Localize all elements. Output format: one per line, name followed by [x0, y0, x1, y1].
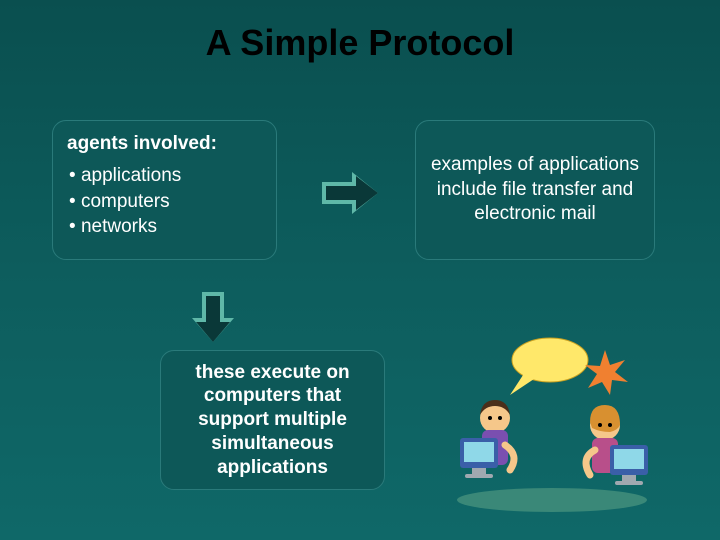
arrow-down-icon — [190, 290, 236, 346]
agents-heading: agents involved: — [67, 133, 262, 155]
execute-box: these execute on computers that support … — [160, 350, 385, 490]
list-item: applications — [69, 163, 262, 189]
agents-list: applications computers networks — [67, 163, 262, 240]
agents-box: agents involved: applications computers … — [52, 120, 277, 260]
examples-text: examples of applications include file tr… — [430, 153, 640, 227]
list-item: networks — [69, 214, 262, 240]
list-item: computers — [69, 189, 262, 215]
execute-text: these execute on computers that support … — [175, 361, 370, 480]
arrow-right-icon — [320, 170, 382, 216]
examples-box: examples of applications include file tr… — [415, 120, 655, 260]
people-computers-clipart — [450, 330, 655, 515]
slide-title: A Simple Protocol — [0, 0, 720, 64]
